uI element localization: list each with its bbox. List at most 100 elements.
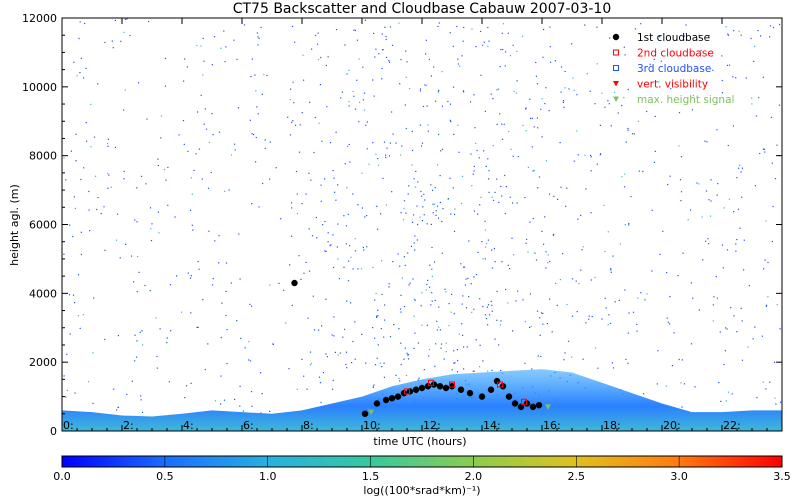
noise-speck <box>134 334 136 336</box>
noise-speck <box>416 205 418 207</box>
noise-speck <box>366 121 368 123</box>
colorbar-tick-label: 0.0 <box>53 470 71 483</box>
noise-speck <box>502 23 505 25</box>
noise-speck <box>107 138 109 140</box>
noise-speck <box>580 269 582 271</box>
noise-speck <box>358 121 360 123</box>
noise-speck <box>160 137 162 139</box>
noise-speck <box>208 141 211 143</box>
noise-speck <box>334 351 336 353</box>
noise-speck <box>489 314 491 316</box>
noise-speck <box>487 239 489 241</box>
noise-speck <box>112 47 114 49</box>
noise-speck <box>774 397 776 399</box>
noise-speck <box>534 252 536 254</box>
noise-speck <box>681 406 683 408</box>
noise-speck <box>151 223 153 225</box>
noise-speck <box>722 267 724 269</box>
noise-speck <box>542 56 544 58</box>
noise-speck <box>332 170 334 172</box>
noise-speck <box>324 220 326 223</box>
noise-speck <box>457 359 459 362</box>
noise-speck <box>683 35 685 37</box>
noise-speck <box>315 34 317 37</box>
noise-speck <box>352 268 354 270</box>
noise-speck <box>698 34 700 36</box>
noise-speck <box>313 151 315 154</box>
series-point <box>394 393 402 400</box>
noise-speck <box>525 108 527 110</box>
noise-speck <box>571 315 574 317</box>
noise-speck <box>594 103 596 105</box>
noise-speck <box>499 66 501 68</box>
noise-speck <box>640 292 642 294</box>
legend-marker <box>613 65 619 71</box>
noise-speck <box>721 244 723 246</box>
noise-speck <box>352 193 354 195</box>
noise-speck <box>770 116 773 118</box>
noise-speck <box>136 187 138 189</box>
noise-speck <box>498 344 500 346</box>
noise-speck <box>460 202 463 204</box>
noise-speck <box>349 245 351 247</box>
noise-speck <box>348 101 350 103</box>
noise-speck <box>350 302 352 304</box>
noise-speck <box>354 29 356 32</box>
noise-speck <box>496 178 498 180</box>
noise-speck <box>441 71 443 73</box>
noise-speck <box>553 195 555 197</box>
noise-speck <box>214 240 216 242</box>
noise-speck <box>726 249 729 251</box>
noise-speck <box>431 300 433 302</box>
noise-speck <box>767 261 769 264</box>
noise-speck <box>264 139 266 141</box>
series-point <box>436 383 444 390</box>
noise-speck <box>747 346 749 348</box>
noise-speck <box>480 30 482 32</box>
noise-speck <box>487 304 490 306</box>
noise-speck <box>407 252 409 254</box>
noise-speck <box>613 91 616 93</box>
noise-speck <box>759 152 761 155</box>
noise-speck <box>251 405 253 407</box>
noise-speck <box>605 307 607 309</box>
noise-speck <box>203 123 205 125</box>
noise-speck <box>310 362 312 365</box>
noise-speck <box>337 223 339 225</box>
noise-speck <box>533 169 535 171</box>
noise-speck <box>632 311 635 313</box>
noise-speck <box>301 112 303 114</box>
noise-speck <box>422 105 425 108</box>
noise-speck <box>723 207 725 209</box>
noise-speck <box>607 100 609 102</box>
noise-speck <box>627 129 629 131</box>
noise-speck <box>466 346 468 348</box>
noise-speck <box>458 333 460 335</box>
noise-speck <box>738 167 740 169</box>
noise-speck <box>468 240 470 242</box>
noise-speck <box>430 223 432 225</box>
noise-speck <box>405 50 407 52</box>
noise-speck <box>662 230 664 232</box>
noise-speck <box>403 305 406 308</box>
noise-speck <box>190 382 192 384</box>
noise-speck <box>368 163 370 165</box>
noise-speck <box>383 376 385 378</box>
noise-speck <box>545 267 547 269</box>
noise-speck <box>351 362 353 364</box>
noise-speck <box>469 101 472 103</box>
noise-speck <box>739 227 741 229</box>
noise-speck <box>198 268 200 270</box>
noise-speck <box>363 92 366 94</box>
noise-speck <box>261 93 263 95</box>
noise-speck <box>692 94 694 96</box>
noise-speck <box>414 235 416 237</box>
noise-speck <box>373 384 375 386</box>
noise-speck <box>511 237 513 239</box>
noise-speck <box>745 77 747 79</box>
noise-speck <box>263 74 265 76</box>
noise-speck <box>73 61 75 63</box>
noise-speck <box>524 321 527 323</box>
noise-speck <box>505 51 507 53</box>
noise-speck <box>363 109 366 111</box>
